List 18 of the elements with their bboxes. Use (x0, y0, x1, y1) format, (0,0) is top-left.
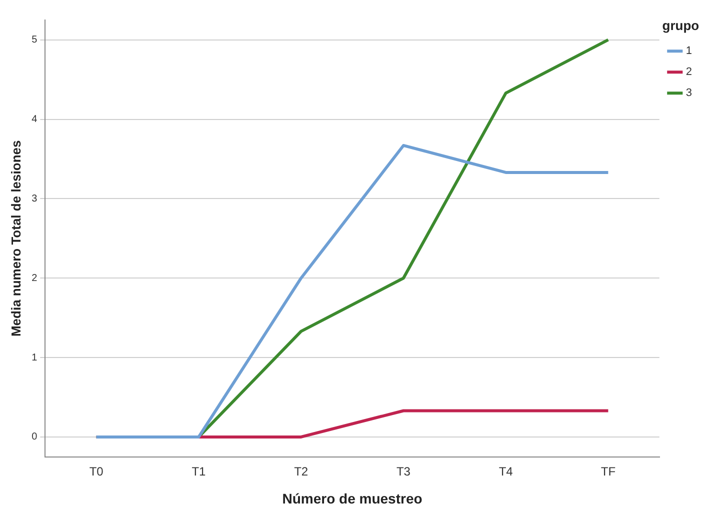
y-tick-label: 4 (32, 114, 38, 126)
x-tick-label: T1 (192, 464, 206, 478)
y-tick-label: 0 (32, 432, 38, 443)
legend-label: 2 (686, 66, 692, 78)
y-tick-label: 2 (32, 272, 38, 284)
x-tick-label: T0 (89, 464, 104, 478)
y-axis-title: Media numero Total de lesiones (8, 140, 24, 337)
x-tick-label: T3 (396, 464, 411, 478)
y-tick-label: 3 (32, 193, 38, 204)
legend-label: 1 (686, 45, 692, 58)
x-tick-label: T4 (498, 464, 514, 478)
legend-label: 3 (686, 87, 692, 100)
x-axis-title: Número de muestreo (282, 490, 422, 506)
legend-title: grupo (662, 18, 700, 34)
x-tick-label: T2 (294, 464, 308, 478)
y-tick-label: 5 (32, 34, 38, 46)
x-tick-label: TF (600, 464, 616, 478)
y-tick-label: 1 (32, 352, 38, 364)
